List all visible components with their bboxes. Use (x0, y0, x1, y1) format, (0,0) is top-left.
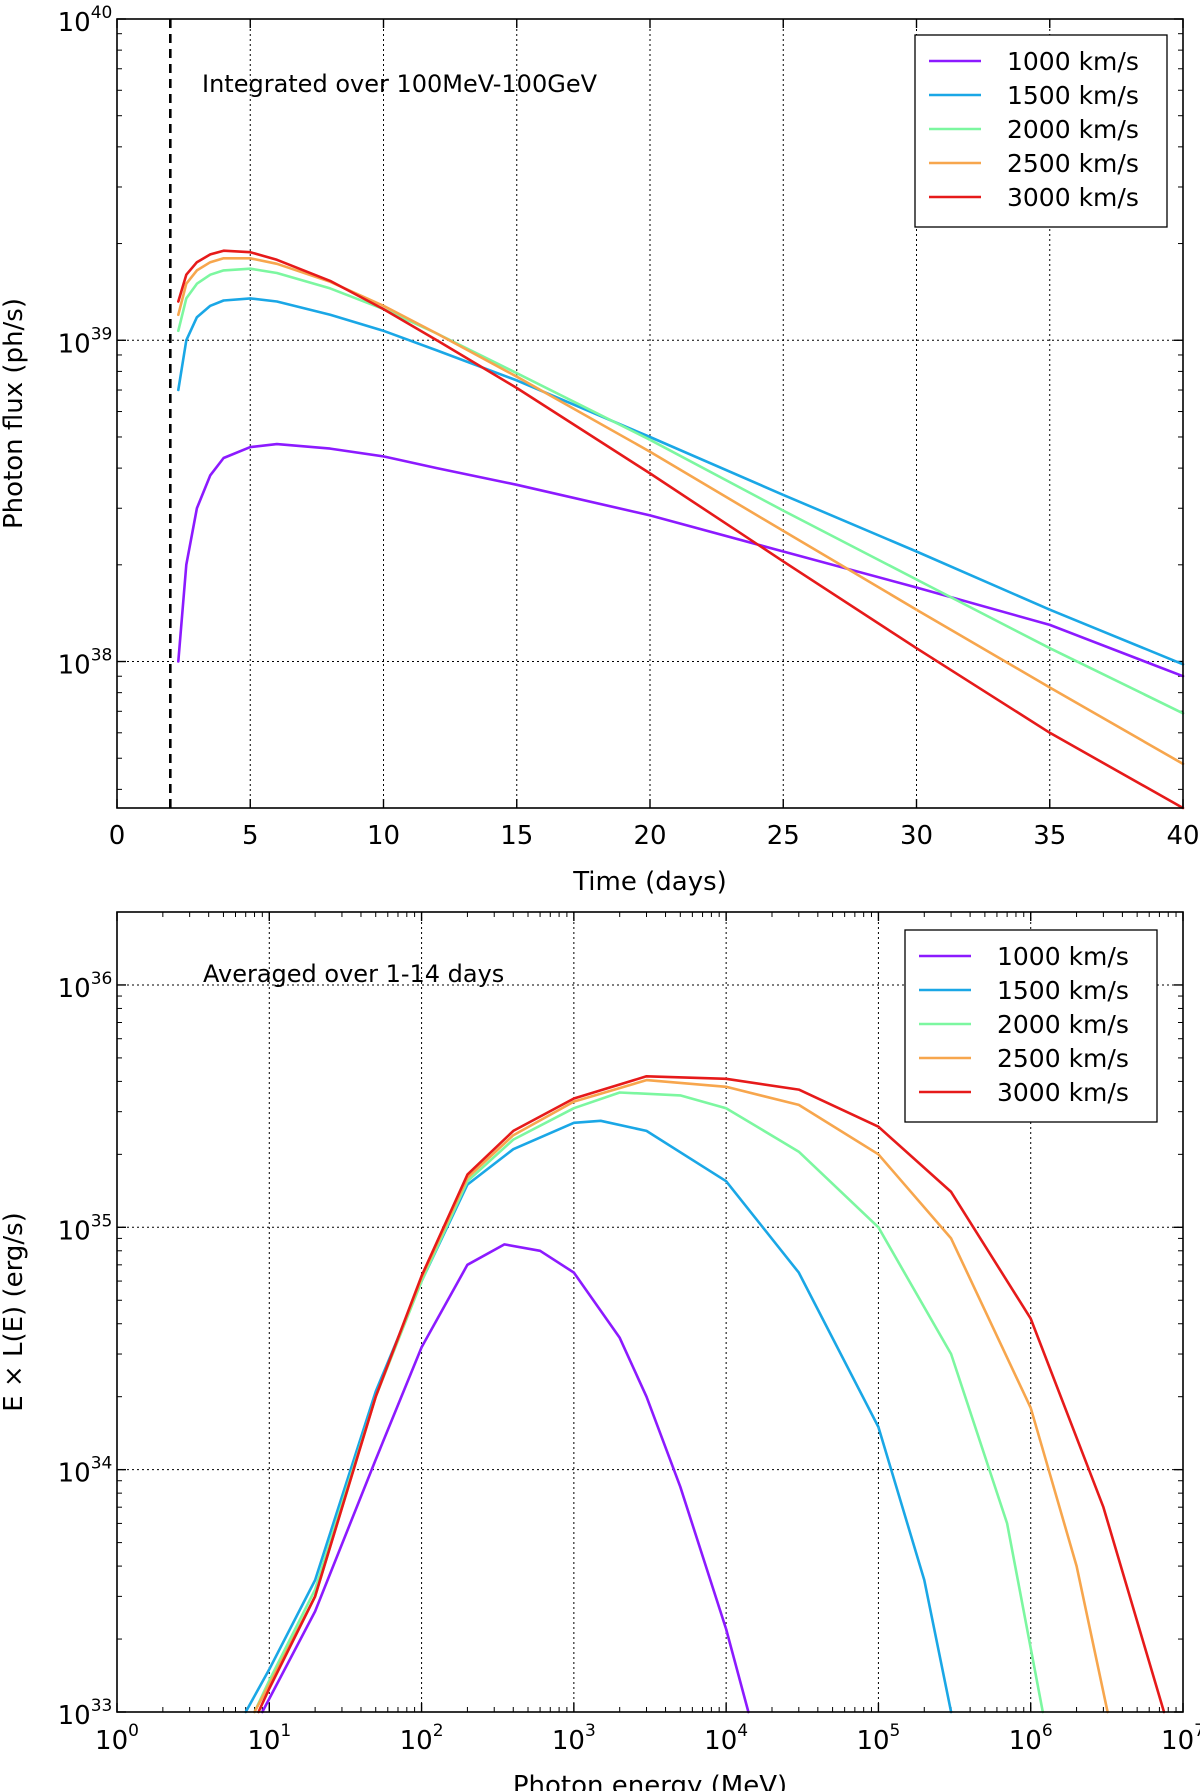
series-line (177, 256, 1185, 766)
x-tick-label-exp: 0 (128, 1721, 139, 1741)
legend-label: 1000 km/s (997, 942, 1129, 971)
x-tick-label: 20 (633, 821, 666, 851)
x-tick-label-exp: 6 (1042, 1721, 1053, 1741)
y-tick-label: 1038 (58, 646, 113, 681)
y-tick-label-exp: 38 (91, 646, 113, 666)
series-line (177, 249, 1185, 810)
x-tick-label-base: 10 (400, 1726, 433, 1756)
y-axis-label: E × L(E) (erg/s) (0, 1212, 29, 1412)
series-line (253, 1078, 1109, 1714)
plot-frame (116, 18, 1184, 809)
y-tick-label-base: 10 (58, 329, 91, 359)
x-tick-label-base: 10 (247, 1726, 280, 1756)
y-tick-label: 1040 (58, 3, 113, 38)
x-tick-label-exp: 2 (433, 1721, 444, 1741)
y-tick-label: 1033 (58, 1696, 113, 1731)
y-tick-label-base: 10 (58, 974, 91, 1004)
y-axis-label: Photon flux (ph/s) (0, 298, 29, 529)
y-tick-label-base: 10 (58, 8, 91, 38)
x-tick-label: 35 (1033, 821, 1066, 851)
y-tick-label-exp: 33 (91, 1696, 113, 1716)
legend-label: 3000 km/s (997, 1078, 1129, 1107)
y-tick-label: 1034 (58, 1454, 113, 1489)
x-tick-label: 105 (856, 1721, 900, 1756)
y-tick-label-exp: 34 (91, 1454, 113, 1474)
legend-label: 3000 km/s (1007, 183, 1139, 212)
legend-box (914, 34, 1168, 228)
series-line (257, 1075, 1166, 1714)
x-tick-label: 15 (500, 821, 533, 851)
annotation-text: Integrated over 100MeV-100GeV (202, 70, 598, 98)
y-tick-label-exp: 36 (91, 969, 113, 989)
x-axis-label: Time (days) (572, 867, 727, 897)
x-tick-label-base: 10 (1009, 1726, 1042, 1756)
x-tick-label-base: 10 (1161, 1726, 1194, 1756)
y-tick-label-base: 10 (58, 651, 91, 681)
legend-label: 2500 km/s (997, 1044, 1129, 1073)
y-tick-label-exp: 40 (91, 3, 113, 23)
legend-label: 1500 km/s (997, 976, 1129, 1005)
x-tick-label-base: 10 (704, 1726, 737, 1756)
series-line (177, 267, 1185, 715)
x-tick-label-exp: 1 (280, 1721, 291, 1741)
series-line (177, 297, 1185, 666)
x-tick-label: 107 (1161, 1721, 1200, 1756)
series-line (244, 1119, 953, 1714)
legend-label: 1500 km/s (1007, 81, 1139, 110)
series-line (260, 1243, 750, 1714)
legend-label: 2000 km/s (1007, 115, 1139, 144)
x-tick-label: 101 (247, 1721, 291, 1756)
plot-frame (116, 911, 1184, 1713)
y-tick-label-base: 10 (58, 1701, 91, 1731)
x-tick-label: 10 (367, 821, 400, 851)
legend-label: 2500 km/s (1007, 149, 1139, 178)
x-tick-label: 0 (109, 821, 126, 851)
annotation-text: Averaged over 1-14 days (203, 960, 504, 988)
y-tick-label-exp: 39 (91, 324, 113, 344)
x-tick-label: 106 (1009, 1721, 1053, 1756)
x-tick-label-base: 10 (856, 1726, 889, 1756)
x-tick-label-base: 10 (95, 1726, 128, 1756)
x-tick-label: 25 (767, 821, 800, 851)
x-tick-label: 102 (400, 1721, 444, 1756)
legend-box (904, 929, 1158, 1123)
y-tick-label-base: 10 (58, 1459, 91, 1489)
legend-label: 2000 km/s (997, 1010, 1129, 1039)
x-tick-label: 30 (900, 821, 933, 851)
series-line (177, 442, 1185, 678)
y-tick-label-exp: 35 (91, 1211, 113, 1231)
y-tick-label: 1036 (58, 969, 113, 1004)
x-tick-label-exp: 7 (1194, 1721, 1200, 1741)
x-tick-label: 104 (704, 1721, 748, 1756)
bottom-panel: 100 101 102 103 104 105 106 1071033103410351036… (0, 911, 1200, 1791)
x-axis-label: Photon energy (MeV) (513, 1771, 787, 1791)
x-tick-label-exp: 3 (585, 1721, 596, 1741)
y-tick-label: 1039 (58, 324, 113, 359)
y-tick-label: 1035 (58, 1211, 113, 1246)
x-tick-label-exp: 4 (737, 1721, 748, 1741)
x-tick-label: 5 (242, 821, 259, 851)
x-tick-label-base: 10 (552, 1726, 585, 1756)
x-tick-label: 40 (1166, 821, 1199, 851)
y-tick-label-base: 10 (58, 1216, 91, 1246)
legend-label: 1000 km/s (1007, 47, 1139, 76)
x-tick-label-exp: 5 (890, 1721, 901, 1741)
x-tick-label: 100 (95, 1721, 139, 1756)
x-tick-label: 103 (552, 1721, 596, 1756)
